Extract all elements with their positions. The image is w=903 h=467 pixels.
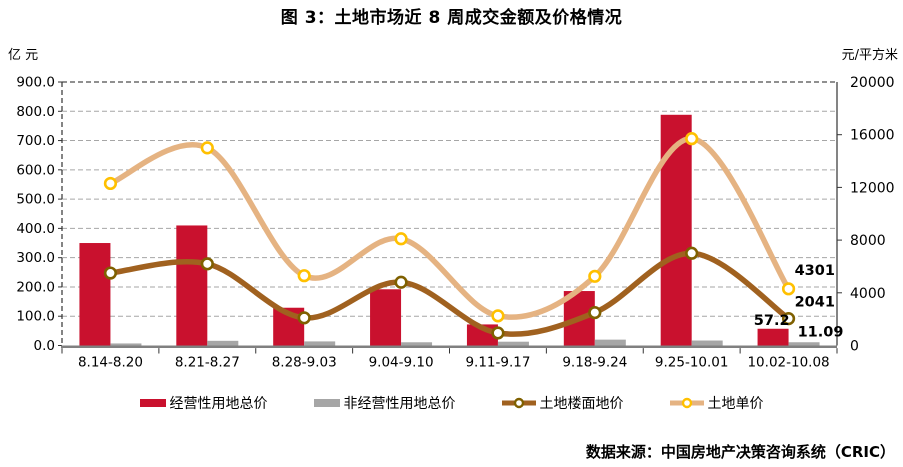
- bar-gray-7: [788, 342, 820, 346]
- legend-label: 经营性用地总价: [169, 396, 268, 412]
- left-axis-unit: 亿 元: [8, 48, 39, 63]
- marker-unit-price-5: [588, 269, 602, 283]
- bar-red-0: [79, 243, 111, 346]
- legend-item-non-operating-land-total-price: 非经营性用地总价: [313, 393, 456, 413]
- left-axis-label: 600.0: [16, 162, 55, 178]
- x-category-label: 9.11-9.17: [465, 355, 530, 371]
- x-category-label: 9.18-9.24: [562, 355, 627, 371]
- tan-line-swatch: [669, 397, 704, 409]
- x-category-label: 8.28-9.03: [272, 355, 337, 371]
- bar-gray-5: [594, 339, 626, 346]
- x-category-label: 8.21-8.27: [175, 355, 240, 371]
- legend: 经营性用地总价 非经营性用地总价 土地楼面地价 土地单价: [0, 391, 903, 415]
- marker-floor-price-0: [103, 266, 118, 280]
- right-axis-label: 4000: [850, 286, 886, 302]
- x-category-label: 9.25-10.01: [655, 355, 729, 371]
- marker-unit-price-7: [781, 282, 796, 296]
- bar-gray-6: [691, 340, 723, 346]
- left-axis-label: 100.0: [16, 309, 55, 325]
- left-axis-label: 900.0: [16, 75, 55, 91]
- bar-gray-1: [207, 340, 239, 346]
- marker-floor-price-5: [588, 305, 602, 320]
- right-axis-unit: 元/平方米: [841, 48, 898, 63]
- bar-red-1: [176, 225, 208, 346]
- x-category-label: 8.14-8.20: [78, 355, 143, 371]
- x-category-label: 10.02-10.08: [747, 355, 829, 371]
- data-label-floor-price: 2041: [795, 295, 835, 311]
- marker-floor-price-1: [200, 257, 214, 271]
- gray-bar-swatch: [313, 399, 340, 407]
- data-label-red-bar: 57.2: [754, 313, 790, 329]
- left-axis-label: 800.0: [16, 104, 55, 120]
- legend-label: 土地楼面地价: [539, 396, 624, 412]
- legend-item-land-unit-price: 土地单价: [669, 393, 764, 413]
- marker-unit-price-6: [685, 132, 699, 146]
- legend-label: 非经营性用地总价: [343, 396, 456, 412]
- marker-unit-price-0: [103, 176, 118, 191]
- marker-floor-price-2: [297, 311, 311, 325]
- data-label-unit-price: 4301: [795, 263, 835, 279]
- bar-red-7: [757, 328, 789, 346]
- x-category-label: 9.04-9.10: [369, 355, 434, 371]
- data-label-gray-bar: 11.09: [798, 324, 844, 340]
- right-axis-label: 20000: [850, 75, 895, 91]
- marker-unit-price-2: [297, 269, 311, 283]
- data-source-note: 数据来源：中国房地产决策咨询系统（CRIC）: [585, 443, 895, 461]
- legend-item-land-floor-price: 土地楼面地价: [501, 393, 624, 413]
- legend-label: 土地单价: [707, 396, 764, 412]
- marker-unit-price-3: [394, 232, 408, 246]
- bar-gray-2: [304, 341, 336, 346]
- marker-unit-price-1: [200, 141, 214, 155]
- marker-floor-price-4: [491, 326, 505, 340]
- bar-red-6: [660, 114, 692, 346]
- marker-floor-price-6: [685, 246, 699, 260]
- left-axis-label: 200.0: [16, 279, 55, 295]
- marker-floor-price-7: [781, 312, 796, 326]
- marker-floor-price-3: [394, 275, 408, 289]
- bar-gray-0: [110, 343, 142, 346]
- right-axis-label: 8000: [850, 233, 886, 249]
- left-axis-label: 0.0: [34, 338, 55, 354]
- chart-title: 图 3：土地市场近 8 周成交金额及价格情况: [280, 8, 623, 28]
- left-axis-label: 300.0: [16, 250, 55, 266]
- bar-gray-3: [401, 342, 433, 346]
- left-axis-label: 500.0: [16, 192, 55, 208]
- legend-item-operating-land-total-price: 经营性用地总价: [139, 393, 268, 413]
- left-axis-label: 700.0: [16, 133, 55, 149]
- brown-line-swatch: [501, 397, 536, 409]
- right-axis-label: 12000: [850, 180, 895, 196]
- bar-red-3: [370, 289, 402, 346]
- marker-unit-price-4: [491, 309, 505, 323]
- right-axis-label: 0: [850, 339, 859, 355]
- left-axis-label: 400.0: [16, 221, 55, 237]
- right-axis-label: 16000: [850, 128, 895, 144]
- bar-gray-4: [497, 341, 529, 346]
- red-bar-swatch: [139, 399, 166, 407]
